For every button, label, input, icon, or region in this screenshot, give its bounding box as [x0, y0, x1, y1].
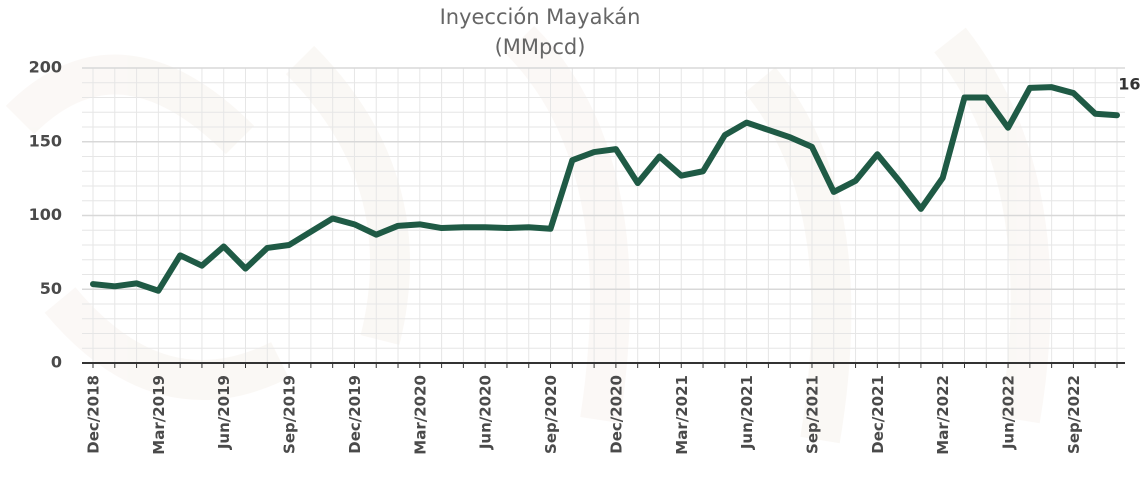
x-tick-label: Jun/2022: [1000, 375, 1018, 450]
x-tick-label: Dec/2019: [346, 375, 364, 454]
chart-title: Inyección Mayakán: [440, 5, 641, 29]
x-tick-label: Dec/2020: [607, 375, 625, 454]
data-label: 168: [1118, 75, 1141, 94]
x-tick-label: Jun/2020: [477, 375, 495, 450]
series-line: [90, 84, 1120, 294]
x-tick-label: Mar/2022: [934, 375, 952, 455]
x-tick-label: Dec/2018: [85, 375, 103, 454]
watermark: [5, 25, 1051, 444]
x-tick-label: Dec/2021: [869, 375, 887, 454]
y-tick-label: 100: [29, 205, 62, 224]
x-tick-label: Sep/2022: [1065, 375, 1083, 454]
x-tick-label: Jun/2019: [215, 375, 233, 450]
x-tick-label: Sep/2020: [542, 375, 560, 454]
y-tick-label: 0: [51, 353, 62, 372]
y-tick-label: 150: [29, 131, 62, 150]
chart-subtitle: (MMpcd): [495, 35, 586, 59]
x-tick-label: Sep/2019: [281, 375, 299, 454]
x-tick-label: Sep/2021: [803, 375, 821, 454]
x-tick-label: Mar/2021: [673, 375, 691, 455]
y-tick-label: 200: [29, 58, 62, 77]
x-tick-label: Mar/2020: [411, 375, 429, 455]
x-tick-label: Mar/2019: [150, 375, 168, 455]
y-tick-label: 50: [40, 279, 62, 298]
x-tick-label: Jun/2021: [738, 375, 756, 450]
